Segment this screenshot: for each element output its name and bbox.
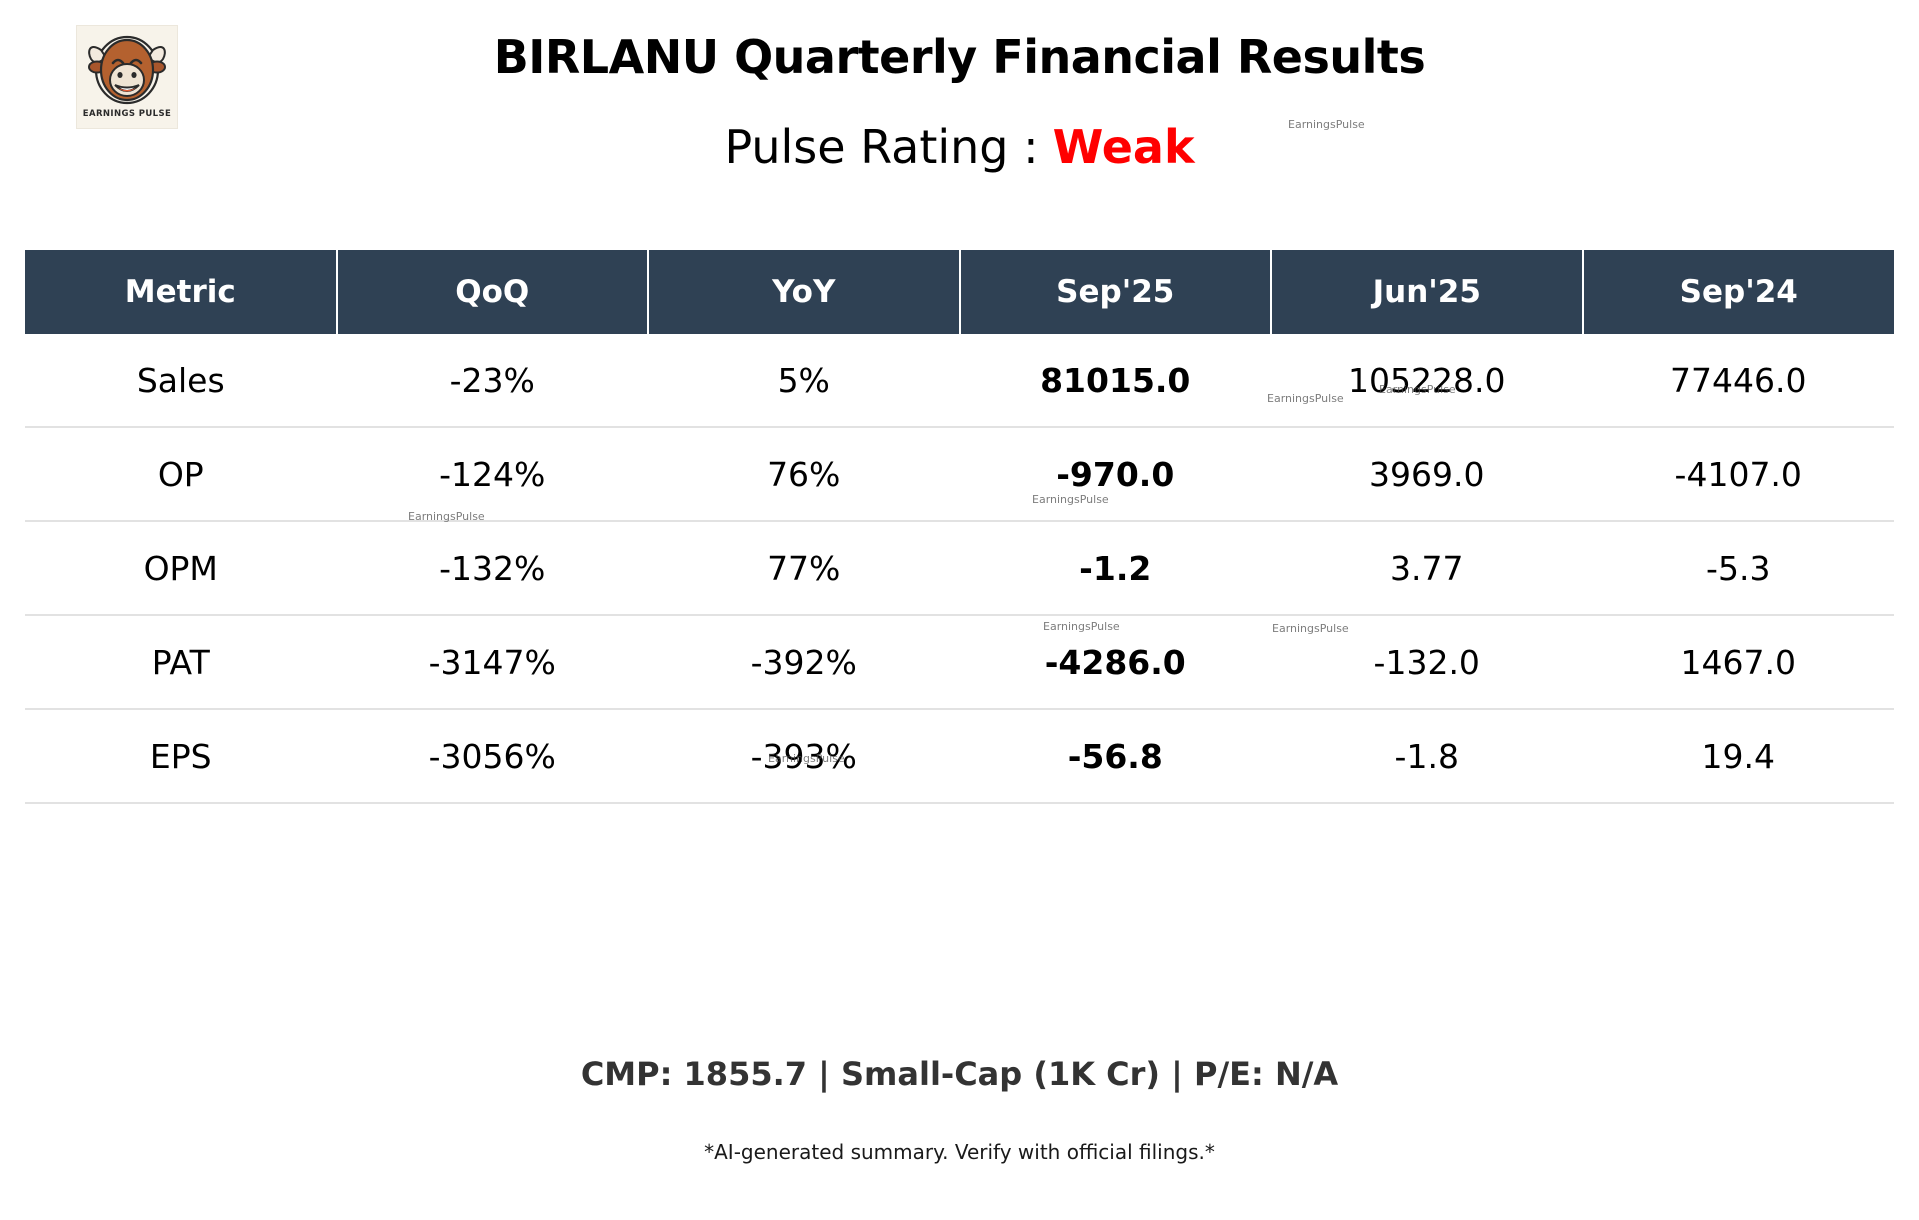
table-row: PAT -3147% -392% -4286.0 -132.0 1467.0 xyxy=(25,615,1894,710)
cell-qoq: -3147% xyxy=(336,615,648,710)
pulse-rating-value: Weak xyxy=(1052,120,1195,174)
cell-sep24: 19.4 xyxy=(1582,709,1894,804)
cell-metric: OPM xyxy=(25,521,337,616)
cell-qoq: -124% xyxy=(336,427,648,522)
cell-sep25: 81015.0 xyxy=(959,334,1271,428)
cell-metric: PAT xyxy=(25,615,337,710)
table-row: EPS -3056% -393% -56.8 -1.8 19.4 xyxy=(25,709,1894,804)
cell-jun25: 3969.0 xyxy=(1271,427,1583,522)
column-header-yoy: YoY xyxy=(647,250,961,334)
cell-sep24: -4107.0 xyxy=(1582,427,1894,522)
cell-sep24: 77446.0 xyxy=(1582,334,1894,428)
cell-yoy: 76% xyxy=(648,427,960,522)
cell-sep24: -5.3 xyxy=(1582,521,1894,616)
cell-metric: EPS xyxy=(25,709,337,804)
cell-sep25: -56.8 xyxy=(959,709,1271,804)
pulse-rating: Pulse Rating : Weak xyxy=(0,120,1919,174)
table-header-row: Metric QoQ YoY Sep'25 Jun'25 Sep'24 xyxy=(25,250,1894,334)
financial-results-table: Metric QoQ YoY Sep'25 Jun'25 Sep'24 Sale… xyxy=(25,250,1894,804)
column-header-sep24: Sep'24 xyxy=(1581,250,1894,334)
cell-yoy: 5% xyxy=(648,334,960,428)
bull-head-icon xyxy=(88,35,166,105)
cell-sep25: -970.0 xyxy=(959,427,1271,522)
cmp-summary-line: CMP: 1855.7 | Small-Cap (1K Cr) | P/E: N… xyxy=(580,1055,1339,1093)
earnings-pulse-logo: EARNINGS PULSE xyxy=(76,25,178,129)
cell-yoy: -392% xyxy=(648,615,960,710)
cell-jun25: -1.8 xyxy=(1271,709,1583,804)
cell-metric: Sales xyxy=(25,334,337,428)
pulse-rating-label: Pulse Rating : xyxy=(724,120,1039,174)
page-title: BIRLANU Quarterly Financial Results xyxy=(493,30,1426,84)
cell-qoq: -3056% xyxy=(336,709,648,804)
cell-sep24: 1467.0 xyxy=(1582,615,1894,710)
cell-jun25: 3.77 xyxy=(1271,521,1583,616)
column-header-sep25: Sep'25 xyxy=(958,250,1272,334)
cell-yoy: 77% xyxy=(648,521,960,616)
column-header-jun25: Jun'25 xyxy=(1270,250,1584,334)
cell-sep25: -4286.0 xyxy=(959,615,1271,710)
table-row: Sales -23% 5% 81015.0 105228.0 77446.0 xyxy=(25,334,1894,428)
cell-yoy: -393% xyxy=(648,709,960,804)
table-row: OP -124% 76% -970.0 3969.0 -4107.0 xyxy=(25,427,1894,522)
disclaimer-text: *AI-generated summary. Verify with offic… xyxy=(704,1140,1215,1164)
table-row: OPM -132% 77% -1.2 3.77 -5.3 xyxy=(25,521,1894,616)
column-header-metric: Metric xyxy=(25,250,338,334)
cell-sep25: -1.2 xyxy=(959,521,1271,616)
cell-qoq: -132% xyxy=(336,521,648,616)
logo-caption: EARNINGS PULSE xyxy=(82,109,172,119)
cell-jun25: -132.0 xyxy=(1271,615,1583,710)
cell-qoq: -23% xyxy=(336,334,648,428)
cell-jun25: 105228.0 xyxy=(1271,334,1583,428)
cell-metric: OP xyxy=(25,427,337,522)
column-header-qoq: QoQ xyxy=(335,250,649,334)
